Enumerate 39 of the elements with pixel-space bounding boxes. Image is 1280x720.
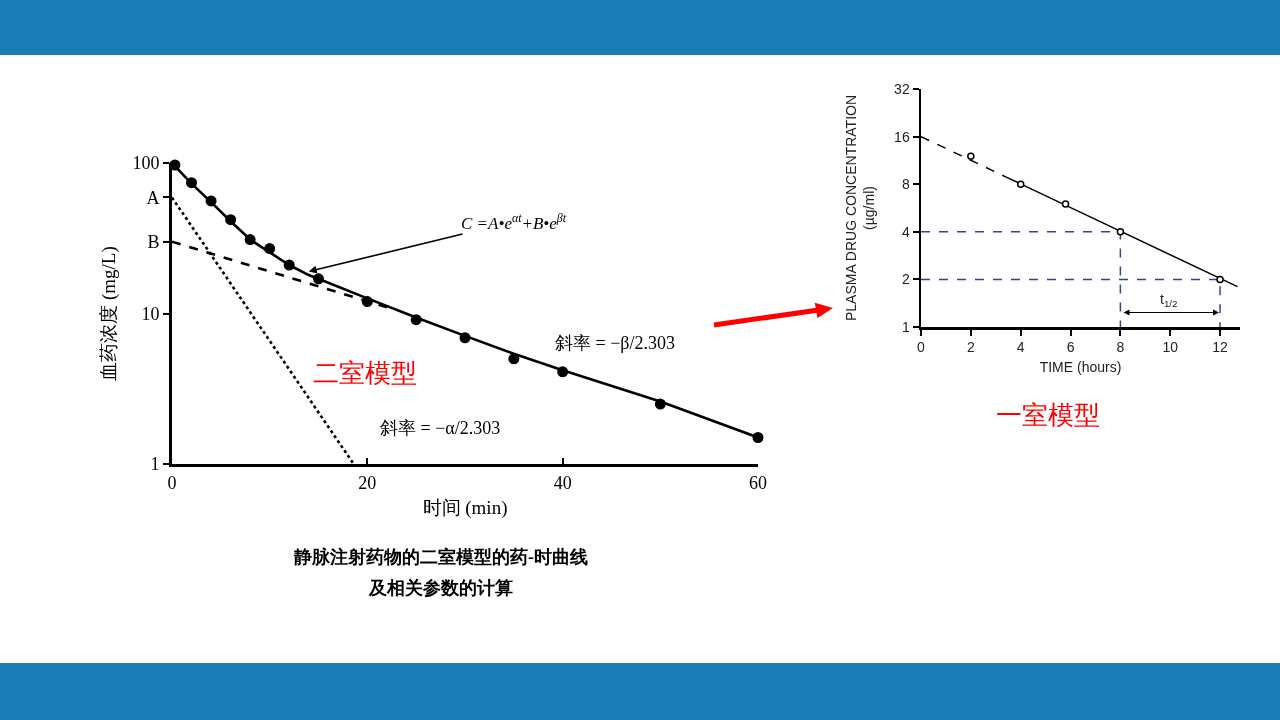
text: 一室模型 bbox=[996, 400, 1100, 430]
point bbox=[1216, 275, 1224, 284]
x-tick-label: 60 bbox=[749, 472, 767, 493]
point bbox=[967, 152, 975, 161]
point bbox=[1016, 180, 1025, 188]
x-tick-label: 12 bbox=[1212, 339, 1229, 356]
x-tick-label: 8 bbox=[1116, 339, 1125, 356]
x-tick-label: 2 bbox=[966, 339, 975, 356]
x-tick-label: 4 bbox=[1016, 339, 1025, 356]
x-tick-label: 0 bbox=[167, 472, 177, 493]
x-axis-title: 时间 (min) bbox=[422, 497, 508, 520]
x-tick-label: 40 bbox=[553, 472, 572, 493]
y-tick-label: 1 bbox=[901, 318, 910, 335]
x-axis-title: TIME (hours) bbox=[1039, 358, 1122, 375]
x-tick-label: 20 bbox=[358, 472, 377, 493]
y-tick-label: 16 bbox=[894, 128, 910, 145]
y-tick-label: 1 bbox=[150, 454, 160, 475]
annotation: 二室模型 bbox=[313, 359, 417, 388]
y-axis-title: PLASMA DRUG CONCENTRATION (µg/ml) bbox=[843, 94, 878, 322]
x-tick-label: 6 bbox=[1066, 339, 1075, 356]
y-axis-title: 血药浓度 (mg/L) bbox=[98, 246, 121, 381]
annotation: 斜率 = −β/2.303 bbox=[555, 333, 675, 353]
annotation: t$_{1/2}$ bbox=[1160, 291, 1178, 309]
annotation: C =A•e$^{αt}$+B•e$^{βt}$ bbox=[461, 211, 567, 234]
y-tick-label: 4 bbox=[901, 223, 910, 240]
text: 静脉注射药物的二室模型的药-时曲线 bbox=[293, 547, 588, 567]
annotation: 斜率 = −α/2.303 bbox=[380, 418, 501, 438]
point bbox=[1061, 200, 1070, 208]
y-tick-label: A bbox=[146, 187, 160, 208]
x-tick-label: 0 bbox=[917, 339, 926, 356]
text: 及相关参数的计算 bbox=[368, 578, 513, 598]
y-tick-label: 32 bbox=[894, 80, 910, 97]
y-tick-label: B bbox=[147, 231, 160, 252]
point bbox=[1116, 228, 1125, 236]
y-tick-label: 8 bbox=[901, 176, 910, 193]
y-tick-label: 100 bbox=[132, 153, 160, 174]
x-tick-label: 10 bbox=[1162, 339, 1179, 356]
y-tick-label: 10 bbox=[141, 303, 160, 324]
y-tick-label: 2 bbox=[901, 271, 910, 288]
